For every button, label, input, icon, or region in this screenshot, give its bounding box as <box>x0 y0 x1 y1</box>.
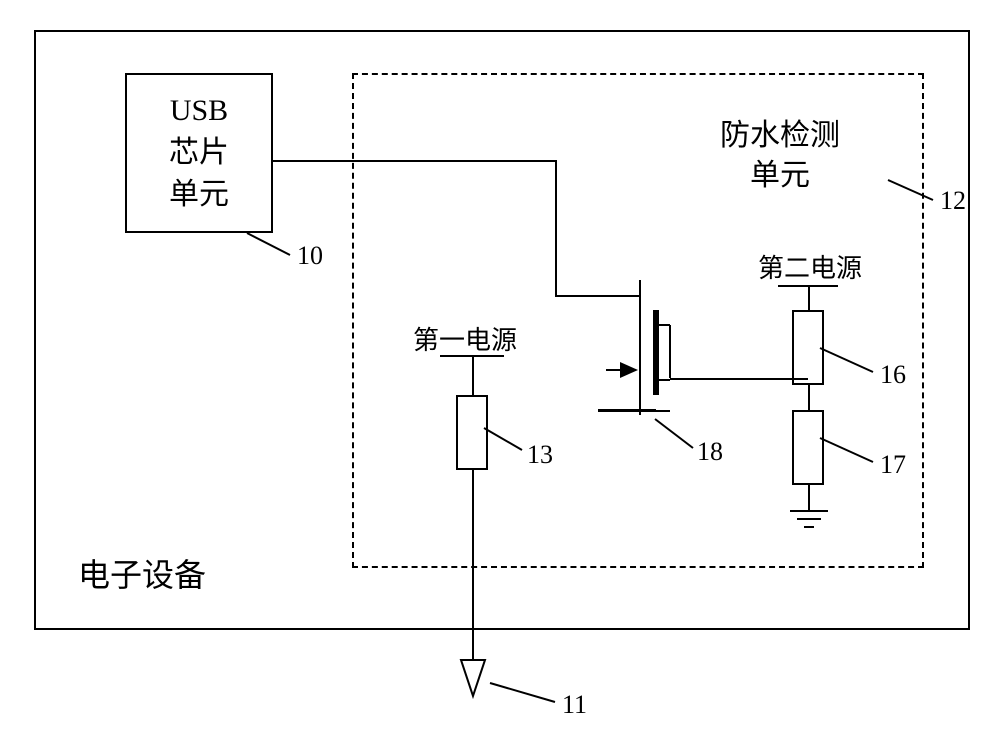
num-18: 18 <box>697 437 723 467</box>
leader-18 <box>0 0 1000 729</box>
